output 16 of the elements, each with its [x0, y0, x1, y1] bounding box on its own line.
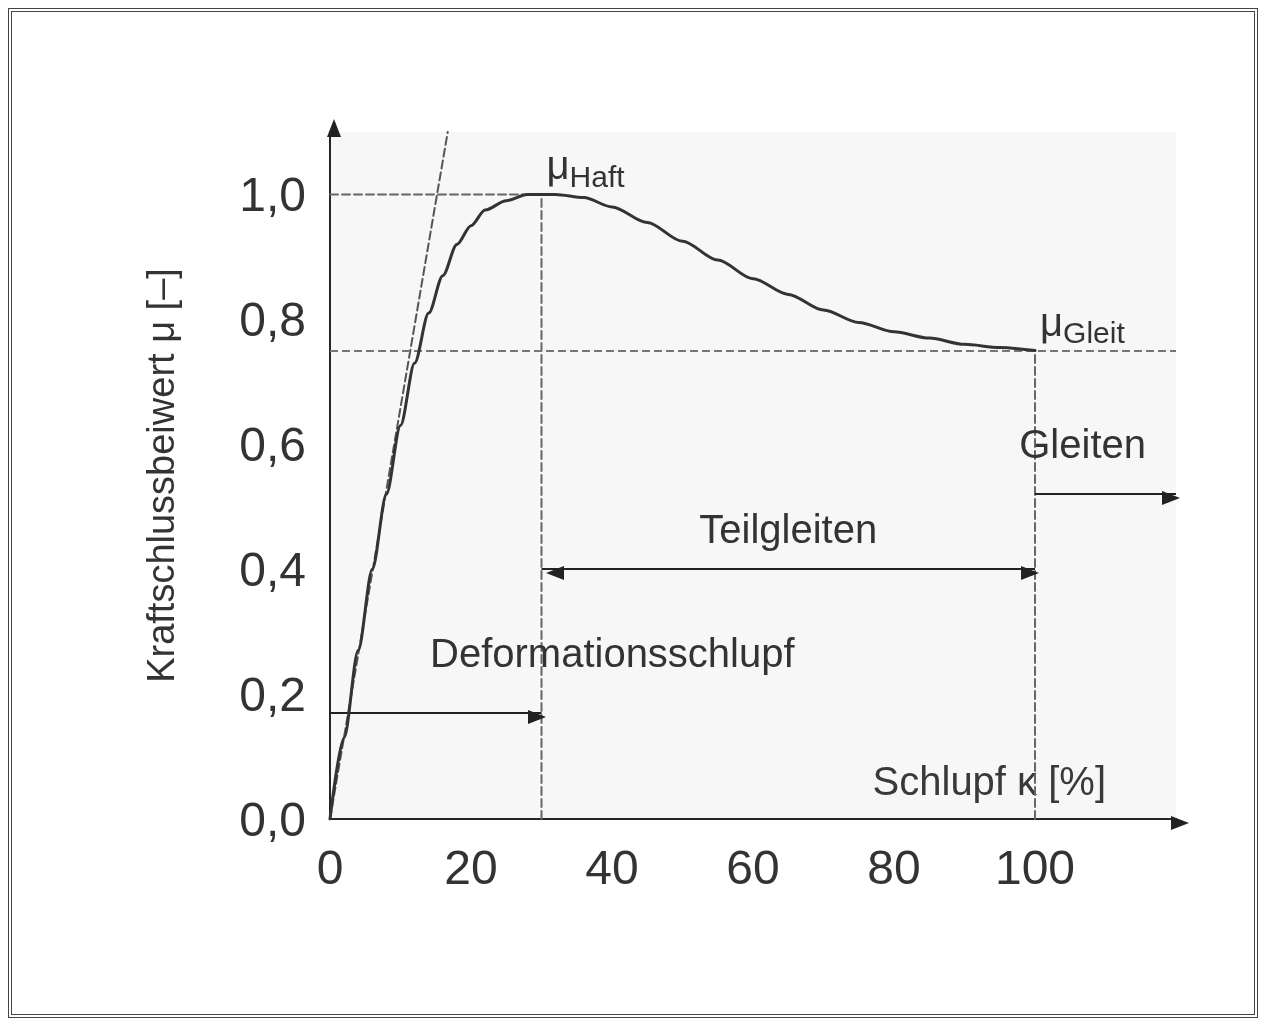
- x-tick-label: 0: [316, 840, 344, 894]
- y-tick-label: 0,0: [239, 792, 306, 846]
- y-tick-label: 1,0: [239, 167, 306, 221]
- y-tick-label: 0,2: [239, 667, 306, 721]
- x-tick-label: 40: [585, 840, 639, 894]
- y-tick-label: 0,8: [239, 292, 306, 346]
- x-tick-label: 60: [726, 840, 780, 894]
- y-axis-title: Kraftschlussbeiwert μ [–]: [140, 268, 182, 683]
- y-tick-label: 0,4: [239, 542, 306, 596]
- band-label: Gleiten: [1019, 422, 1146, 467]
- x-tick-label: 80: [867, 840, 921, 894]
- x-tick-label: 100: [994, 840, 1076, 894]
- x-tick-label: 20: [444, 840, 498, 894]
- band-label: Teilgleiten: [699, 507, 878, 552]
- x-axis-title: Schlupf κ [%]: [872, 759, 1106, 803]
- y-tick-label: 0,6: [239, 417, 306, 471]
